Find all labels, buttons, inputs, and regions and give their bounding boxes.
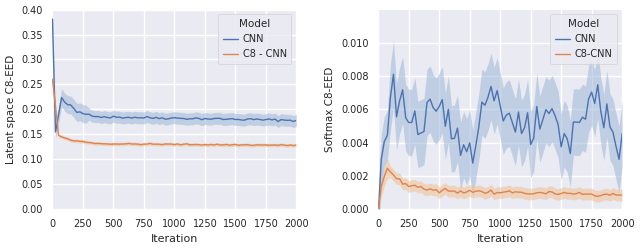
C8-CNN (383, 167, 391, 170)
C8-CNN (575, 191, 583, 194)
C8 - CNN (268, 144, 276, 146)
C8-CNN (618, 194, 626, 197)
Y-axis label: Softmax C8-EED: Softmax C8-EED (325, 67, 335, 152)
Line: C8 - CNN: C8 - CNN (52, 79, 296, 146)
CNN (557, 145, 565, 148)
C8 - CNN (284, 144, 291, 147)
Legend: CNN, C8 - CNN: CNN, C8 - CNN (218, 14, 291, 64)
C8 - CNN (183, 142, 191, 145)
C8 - CNN (201, 143, 209, 146)
C8 - CNN (247, 144, 255, 147)
C8 - CNN (292, 144, 300, 146)
Y-axis label: Latent space C8-EED: Latent space C8-EED (6, 55, 15, 164)
C8 - CNN (49, 78, 56, 81)
Legend: CNN, C8-CNN: CNN, C8-CNN (550, 14, 617, 64)
CNN (262, 118, 269, 121)
CNN (588, 90, 595, 94)
Line: C8-CNN: C8-CNN (378, 168, 622, 210)
Line: CNN: CNN (52, 19, 296, 132)
CNN (232, 118, 239, 121)
C8 - CNN (259, 144, 267, 146)
X-axis label: Iteration: Iteration (477, 234, 524, 244)
C8 - CNN (228, 143, 236, 146)
CNN (618, 132, 626, 135)
C8-CNN (511, 190, 519, 193)
CNN (49, 18, 56, 21)
Line: CNN: CNN (378, 74, 622, 216)
X-axis label: Iteration: Iteration (150, 234, 198, 244)
C8-CNN (588, 192, 595, 196)
CNN (511, 130, 519, 134)
CNN (292, 119, 300, 122)
C8-CNN (597, 194, 605, 197)
CNN (597, 110, 605, 113)
CNN (390, 73, 397, 76)
CNN (250, 118, 257, 121)
C8-CNN (374, 209, 382, 212)
CNN (530, 136, 538, 140)
CNN (52, 130, 60, 134)
CNN (204, 118, 212, 120)
C8-CNN (557, 192, 565, 195)
CNN (575, 121, 583, 124)
CNN (271, 118, 279, 120)
CNN (186, 117, 193, 120)
CNN (374, 215, 382, 218)
C8-CNN (530, 192, 538, 195)
